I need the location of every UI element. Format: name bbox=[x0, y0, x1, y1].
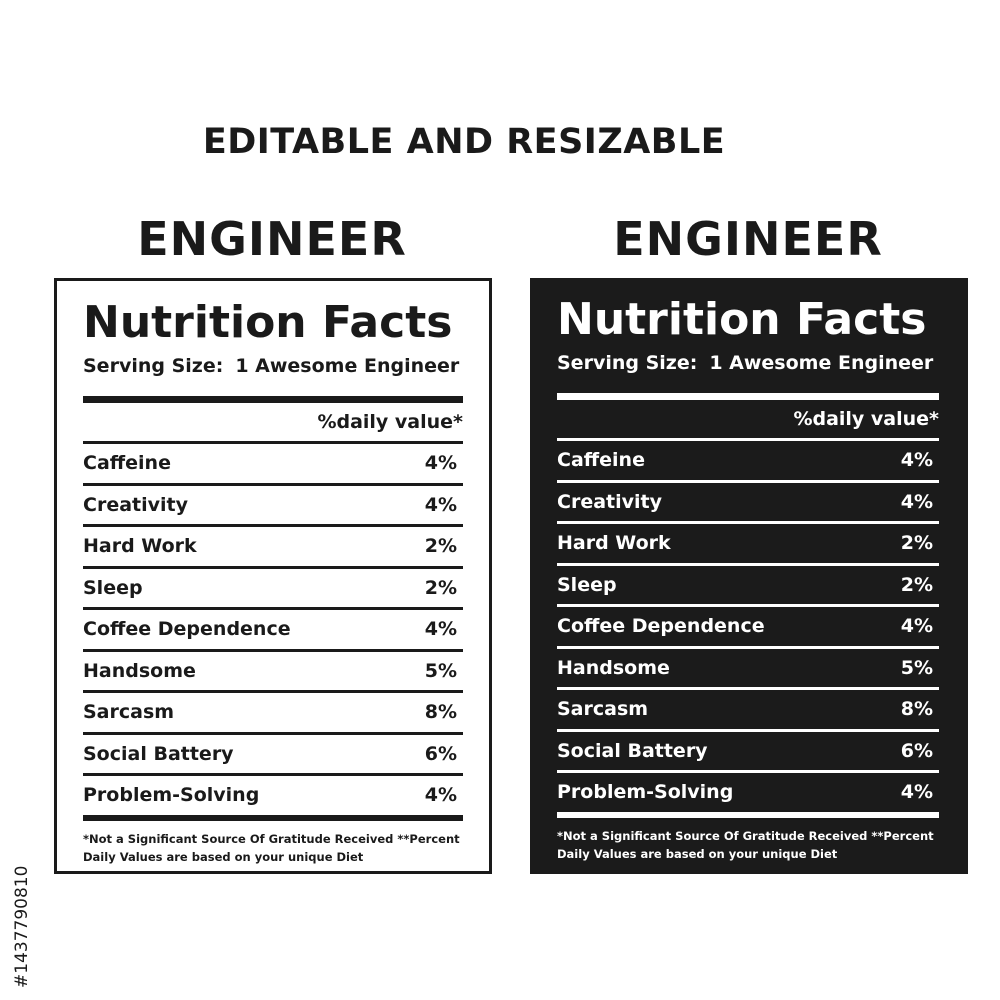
divider bbox=[83, 690, 463, 693]
nutrient-row: Handsome 5% bbox=[83, 652, 463, 691]
nutrient-name: Sarcasm bbox=[83, 701, 175, 724]
nutrient-name: Sleep bbox=[557, 573, 617, 596]
headline: EDITABLE AND RESIZABLE bbox=[202, 122, 726, 162]
nutrient-value: 2% bbox=[424, 535, 457, 558]
serving-size: Serving Size: 1 Awesome Engineer bbox=[557, 352, 939, 374]
nutrient-row: Creativity 4% bbox=[557, 483, 939, 522]
divider bbox=[557, 562, 939, 566]
nutrient-row: Handsome 5% bbox=[557, 649, 939, 688]
serving-size-label: Serving Size: bbox=[83, 355, 224, 377]
divider bbox=[557, 687, 939, 690]
daily-value-header: %daily value* bbox=[793, 408, 939, 430]
serving-size-value: 1 Awesome Engineer bbox=[709, 352, 934, 374]
divider bbox=[557, 438, 939, 441]
nutrient-row: Caffeine 4% bbox=[557, 441, 939, 480]
thick-divider bbox=[83, 396, 463, 403]
footnote-line: Daily Values are based on your unique Di… bbox=[83, 849, 364, 864]
serving-size-value: 1 Awesome Engineer bbox=[235, 355, 460, 377]
nutrient-name: Creativity bbox=[83, 493, 188, 516]
nutrient-value: 6% bbox=[900, 739, 933, 762]
nutrient-name: Handsome bbox=[83, 659, 196, 682]
nutrient-value: 2% bbox=[900, 532, 933, 555]
nutrient-row: Sarcasm 8% bbox=[557, 690, 939, 729]
divider bbox=[83, 607, 463, 610]
stock-watermark-id: #1437790810 bbox=[8, 758, 36, 988]
nutrient-value: 2% bbox=[424, 576, 457, 599]
nutrient-value: 4% bbox=[900, 490, 933, 513]
nutrient-name: Caffeine bbox=[83, 452, 171, 475]
nutrient-value: 4% bbox=[424, 784, 457, 807]
serving-size-label: Serving Size: bbox=[557, 352, 698, 374]
daily-value-header: %daily value* bbox=[317, 411, 463, 433]
nutrient-name: Sleep bbox=[83, 576, 143, 599]
nutrient-row: Coffee Dependence 4% bbox=[557, 607, 939, 646]
divider bbox=[83, 648, 463, 652]
divider bbox=[83, 773, 463, 776]
nutrient-name: Social Battery bbox=[83, 742, 234, 765]
nutrient-value: 5% bbox=[424, 659, 457, 682]
divider bbox=[83, 441, 463, 444]
nutrient-row: Creativity 4% bbox=[83, 486, 463, 525]
nutrient-name: Social Battery bbox=[557, 739, 708, 762]
divider bbox=[83, 524, 463, 527]
nutrient-name: Problem-Solving bbox=[557, 781, 734, 804]
divider bbox=[557, 479, 939, 483]
nutrient-row: Sarcasm 8% bbox=[83, 693, 463, 732]
thick-divider bbox=[83, 814, 463, 821]
nutrient-value: 4% bbox=[424, 493, 457, 516]
nutrient-row: Coffee Dependence 4% bbox=[83, 610, 463, 649]
nutrient-value: 4% bbox=[424, 618, 457, 641]
nutrient-row: Hard Work 2% bbox=[83, 527, 463, 566]
divider bbox=[557, 521, 939, 524]
divider bbox=[557, 645, 939, 649]
nutrient-value: 8% bbox=[900, 698, 933, 721]
nutrient-name: Problem-Solving bbox=[83, 784, 260, 807]
divider bbox=[83, 565, 463, 569]
nutrient-name: Caffeine bbox=[557, 449, 645, 472]
nutrient-row: Problem-Solving 4% bbox=[557, 773, 939, 812]
nutrition-label-light: Nutrition Facts Serving Size: 1 Awesome E… bbox=[54, 278, 492, 874]
nutrient-value: 2% bbox=[900, 573, 933, 596]
serving-size: Serving Size: 1 Awesome Engineer bbox=[83, 355, 463, 377]
divider bbox=[557, 604, 939, 607]
nutrient-row: Sleep 2% bbox=[83, 569, 463, 608]
nutrient-value: 4% bbox=[900, 615, 933, 638]
divider bbox=[83, 731, 463, 735]
watermark-id-text: #1437790810 bbox=[12, 865, 32, 988]
nutrient-row: Social Battery 6% bbox=[83, 735, 463, 774]
nutrient-value: 5% bbox=[900, 656, 933, 679]
thick-divider bbox=[557, 811, 939, 818]
nutrient-row: Problem-Solving 4% bbox=[83, 776, 463, 815]
nutrient-name: Hard Work bbox=[557, 532, 671, 555]
footnote-line: Daily Values are based on your unique Di… bbox=[557, 846, 838, 861]
nutrition-facts-title: Nutrition Facts bbox=[557, 294, 927, 345]
nutrition-facts-title: Nutrition Facts bbox=[83, 297, 453, 348]
nutrient-name: Coffee Dependence bbox=[557, 615, 765, 638]
nutrient-row: Caffeine 4% bbox=[83, 444, 463, 483]
nutrient-row: Sleep 2% bbox=[557, 566, 939, 605]
nutrient-row: Social Battery 6% bbox=[557, 732, 939, 771]
nutrient-value: 4% bbox=[424, 452, 457, 475]
divider bbox=[557, 770, 939, 773]
nutrient-name: Hard Work bbox=[83, 535, 197, 558]
divider bbox=[83, 482, 463, 486]
footnote: *Not a Significant Source Of Gratitude R… bbox=[83, 830, 463, 866]
nutrient-name: Creativity bbox=[557, 490, 662, 513]
nutrient-name: Sarcasm bbox=[557, 698, 649, 721]
thick-divider bbox=[557, 393, 939, 400]
nutrient-row: Hard Work 2% bbox=[557, 524, 939, 563]
nutrient-name: Coffee Dependence bbox=[83, 618, 291, 641]
nutrient-value: 8% bbox=[424, 701, 457, 724]
nutrition-label-dark: Nutrition Facts Serving Size: 1 Awesome E… bbox=[530, 278, 968, 874]
nutrient-name: Handsome bbox=[557, 656, 670, 679]
profession-heading-light: ENGINEER bbox=[137, 212, 407, 266]
nutrient-value: 4% bbox=[900, 781, 933, 804]
nutrient-value: 4% bbox=[900, 449, 933, 472]
footnote-line: *Not a Significant Source Of Gratitude R… bbox=[83, 831, 460, 846]
footnote: *Not a Significant Source Of Gratitude R… bbox=[557, 827, 939, 863]
nutrient-value: 6% bbox=[424, 742, 457, 765]
profession-heading-dark: ENGINEER bbox=[613, 212, 883, 266]
divider bbox=[557, 728, 939, 732]
footnote-line: *Not a Significant Source Of Gratitude R… bbox=[557, 828, 934, 843]
